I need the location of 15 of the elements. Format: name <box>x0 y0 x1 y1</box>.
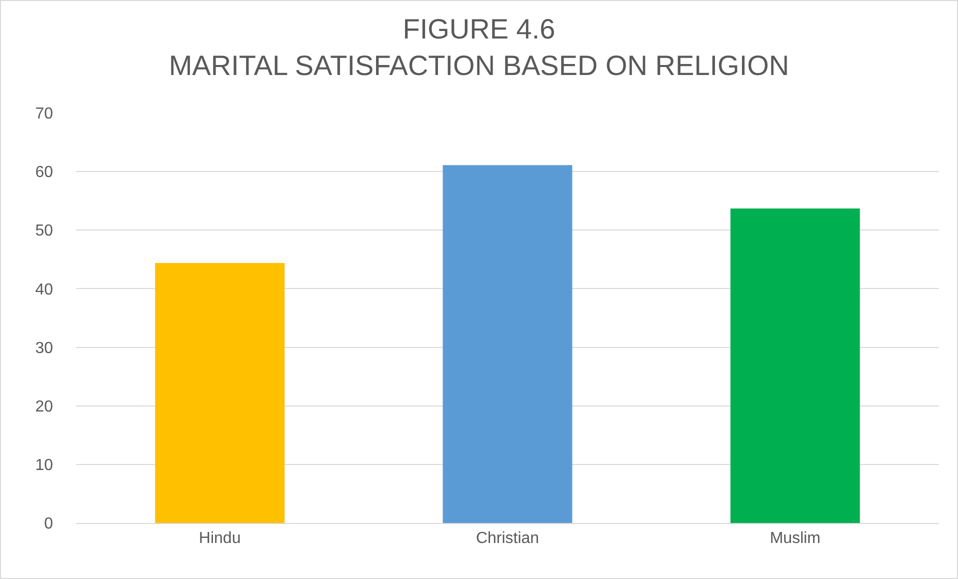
bar <box>730 208 860 523</box>
x-tick-label: Hindu <box>198 530 241 548</box>
y-tick-label: 50 <box>35 222 54 240</box>
y-tick-label: 0 <box>44 516 54 533</box>
chart-title: FIGURE 4.6 MARITAL SATISFACTION BASED ON RELIGION <box>168 14 790 81</box>
y-tick-label: 70 <box>35 106 54 123</box>
y-tick-label: 10 <box>35 457 54 474</box>
y-tick-label: 60 <box>35 164 54 182</box>
y-tick-label: 40 <box>35 281 54 298</box>
x-tick-label: Muslim <box>770 530 821 548</box>
x-tick-label: Christian <box>476 530 540 548</box>
bar <box>442 165 572 523</box>
bar <box>155 262 285 523</box>
y-tick-label: 20 <box>35 398 54 416</box>
y-tick-label: 30 <box>35 340 54 357</box>
